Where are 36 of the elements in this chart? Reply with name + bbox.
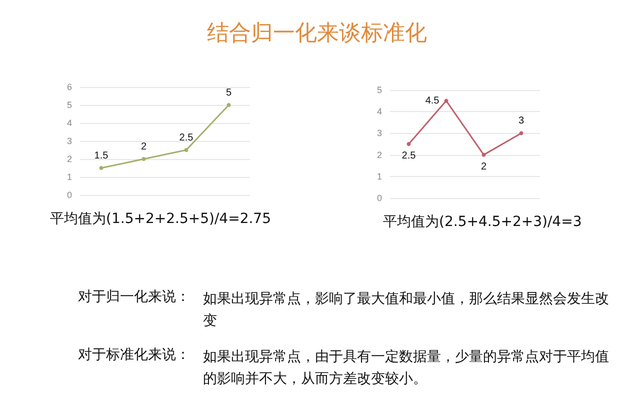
data-label: 2	[480, 161, 487, 172]
point	[406, 142, 411, 146]
y-tick-label: 0	[66, 190, 72, 200]
y-tick-label: 2	[376, 150, 382, 160]
point	[519, 131, 524, 136]
y-tick-label: 0	[376, 193, 382, 203]
y-tick-label: 3	[376, 128, 382, 138]
text: 对于标准化来说：	[78, 346, 191, 365]
y-tick-label: 5	[376, 85, 382, 95]
y-tick-label: 1	[376, 171, 382, 182]
y-tick-label: 3	[66, 136, 72, 146]
y-tick-label: 4	[66, 118, 72, 128]
point	[142, 157, 146, 161]
y-tick-label: 1	[66, 172, 72, 182]
data-label: 2	[140, 142, 147, 152]
y-tick-label: 6	[66, 82, 72, 92]
data-label: 2.5	[179, 132, 194, 144]
y-tick-label: 2	[66, 154, 72, 164]
point	[184, 148, 188, 152]
data-label: 4.5	[425, 95, 440, 106]
text: 对于归一化来说：	[78, 288, 191, 307]
data-label: 2.5	[402, 150, 416, 162]
data-label: 1.5	[94, 150, 109, 162]
text: 如果出现异常点，影响了最大值和最小值，那么结果显然会发生改变	[203, 290, 610, 331]
data-label: 3	[518, 116, 524, 127]
text: 结合归一化来谈标准化	[206, 20, 428, 48]
point	[99, 166, 104, 170]
data-label: 5	[226, 88, 232, 98]
point	[226, 103, 231, 107]
text: 如果出现异常点，由于具有一定数据量，少量的异常点对于平均值的影响并不大，从而方差改变较小。	[203, 348, 610, 389]
point	[444, 98, 448, 103]
text: 平均值为(1.5+2+2.5+5)/4=2.75	[50, 210, 271, 228]
text: 平均值为(2.5+4.5+2+3)/4=3	[383, 213, 582, 231]
point	[482, 152, 486, 157]
y-tick-label: 5	[66, 100, 72, 110]
y-tick-label: 4	[376, 106, 382, 117]
